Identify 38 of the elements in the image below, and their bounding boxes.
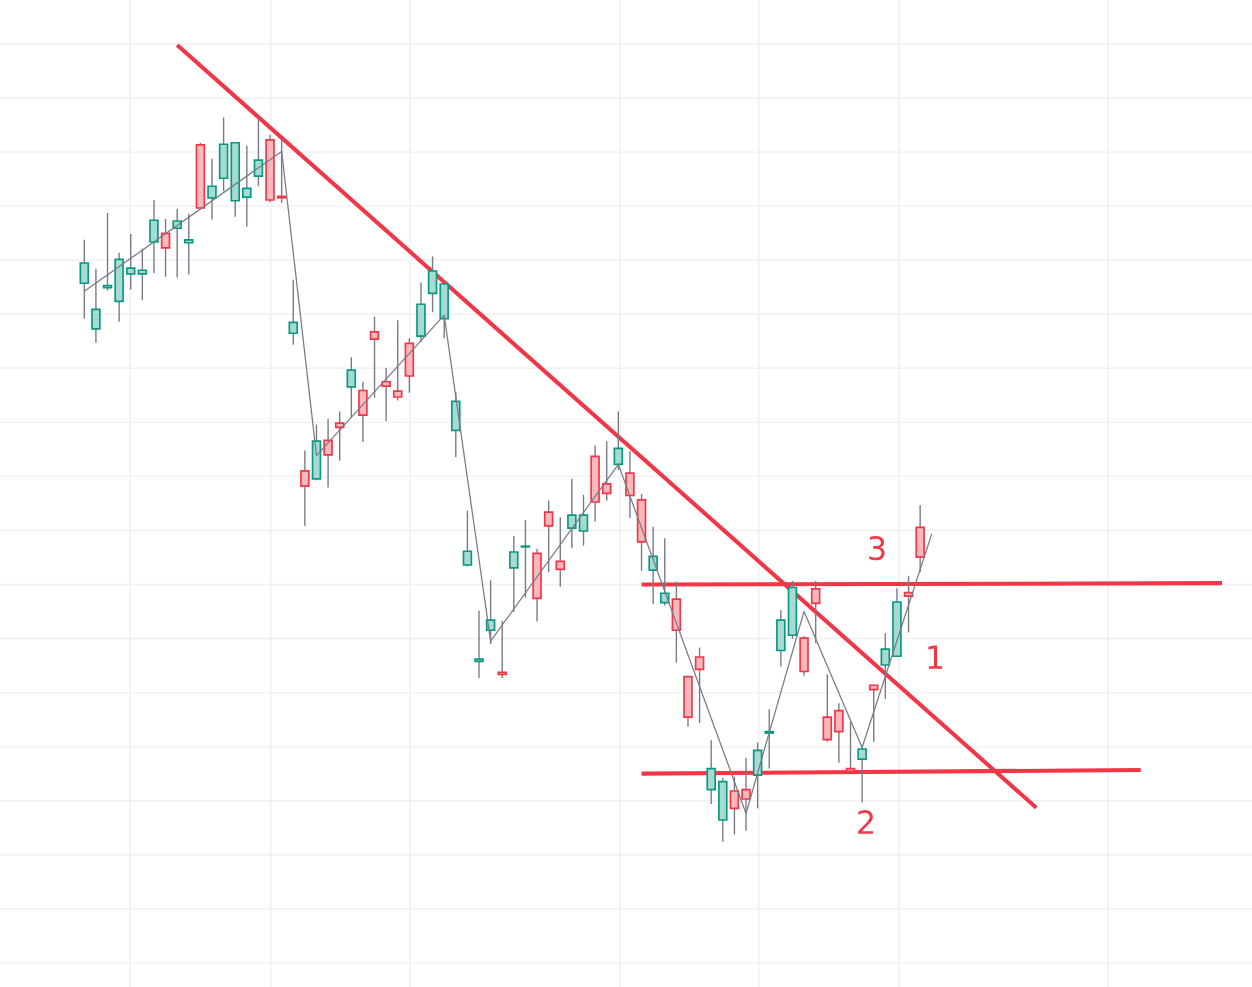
candlestick xyxy=(567,478,577,550)
candlestick xyxy=(694,646,705,724)
candlestick xyxy=(868,684,879,743)
candlestick xyxy=(462,510,473,568)
candlestick xyxy=(497,620,508,679)
candlestick xyxy=(300,449,310,527)
candlestick xyxy=(474,609,484,679)
annotation: 1 xyxy=(928,645,943,669)
candlestick xyxy=(346,356,357,419)
candlestick xyxy=(207,158,217,221)
candlestick xyxy=(625,450,635,519)
candlestick xyxy=(520,519,531,599)
candlestick xyxy=(880,632,891,700)
candlestick xyxy=(578,494,589,547)
candlestick xyxy=(369,315,380,399)
candlestick xyxy=(613,410,624,471)
candlestick xyxy=(381,367,391,422)
candlestick xyxy=(160,218,171,278)
candlestick xyxy=(149,199,159,274)
candlestick xyxy=(91,268,101,344)
candlestick xyxy=(822,673,833,743)
candlestick xyxy=(601,440,612,502)
candlestick xyxy=(706,739,716,805)
annotation: 2 xyxy=(858,810,873,834)
candlestick xyxy=(172,207,182,279)
candlestick xyxy=(392,319,403,402)
candlestick xyxy=(184,213,194,276)
candlestick xyxy=(427,255,438,313)
candlestick xyxy=(509,535,519,613)
candlestick xyxy=(764,708,775,770)
annotation: 3 xyxy=(869,536,885,561)
candlestick xyxy=(125,233,136,291)
candlestick xyxy=(543,499,554,573)
candlestick xyxy=(834,702,844,764)
candlestick xyxy=(555,516,566,588)
candlestick xyxy=(323,418,333,489)
candlestick xyxy=(288,278,299,346)
candlestick xyxy=(659,537,670,607)
